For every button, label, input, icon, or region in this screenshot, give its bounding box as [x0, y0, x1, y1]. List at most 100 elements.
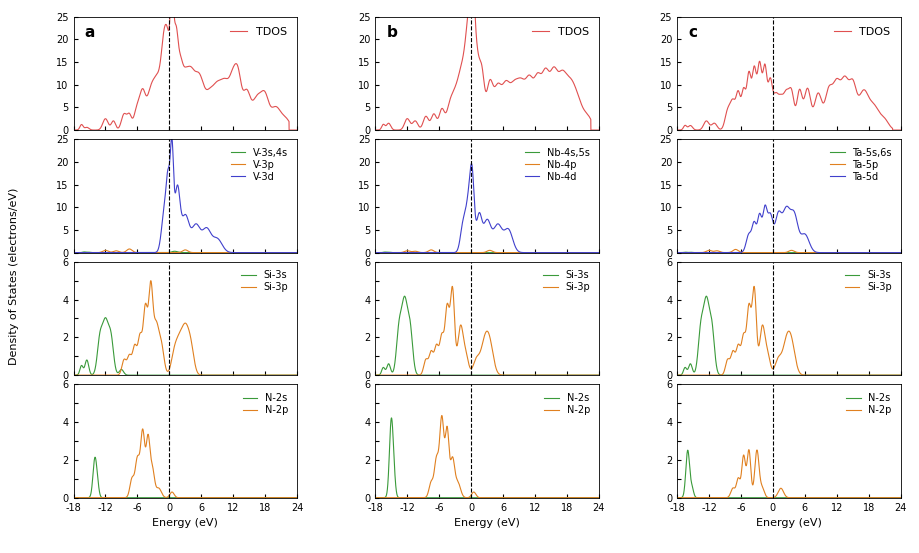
Line: Si-3s: Si-3s	[677, 296, 901, 375]
Ta-5d	[672, 249, 683, 256]
TDOS	[672, 127, 683, 133]
Si-3p	[145, 278, 156, 284]
TDOS	[79, 124, 90, 131]
N-2p	[244, 494, 255, 501]
N-2s	[847, 494, 858, 501]
Ta-5s,6s	[847, 249, 858, 256]
V-3p	[285, 249, 296, 256]
Si-3s	[895, 372, 906, 378]
Si-3p	[587, 372, 598, 378]
N-2s	[386, 415, 397, 421]
Si-3p	[847, 372, 858, 378]
Ta-5s,6s	[672, 249, 683, 256]
Ta-5p	[731, 246, 742, 253]
N-2s	[682, 447, 693, 453]
Ta-5d	[889, 249, 900, 256]
Line: N-2s: N-2s	[375, 418, 599, 498]
Line: Si-3p: Si-3p	[677, 286, 901, 375]
N-2p	[137, 426, 148, 432]
Nb-4s,5s	[587, 249, 598, 256]
N-2s	[780, 494, 791, 501]
TDOS	[171, 23, 182, 30]
Ta-5s,6s	[680, 249, 691, 255]
V-3s,4s	[176, 249, 187, 256]
Si-3s	[587, 372, 598, 378]
Line: TDOS: TDOS	[74, 0, 297, 130]
V-3s,4s	[68, 249, 79, 256]
Legend: Ta-5s,6s, Ta-5p, Ta-5d: Ta-5s,6s, Ta-5p, Ta-5d	[826, 144, 896, 186]
Ta-5p	[780, 249, 791, 255]
Si-3s	[285, 372, 296, 378]
TDOS	[594, 127, 605, 133]
Line: Ta-5p: Ta-5p	[677, 249, 901, 253]
Ta-5d	[895, 249, 906, 256]
Si-3s	[244, 372, 255, 378]
Line: Nb-4p: Nb-4p	[375, 250, 599, 253]
Nb-4d	[594, 249, 605, 256]
Line: N-2s: N-2s	[677, 450, 901, 498]
Legend: Si-3s, Si-3p: Si-3s, Si-3p	[237, 267, 292, 296]
N-2s	[381, 491, 392, 497]
Text: Density of States (electrons/eV): Density of States (electrons/eV)	[9, 188, 19, 365]
Nb-4d	[587, 249, 598, 256]
Ta-5s,6s	[683, 249, 694, 255]
Nb-4p	[369, 249, 380, 256]
Legend: TDOS: TDOS	[830, 22, 895, 41]
X-axis label: Energy (eV): Energy (eV)	[454, 518, 520, 528]
Ta-5p	[672, 249, 683, 256]
Nb-4p	[546, 249, 557, 256]
Si-3p	[546, 372, 557, 378]
Nb-4p	[479, 249, 490, 255]
Ta-5d	[780, 204, 791, 210]
Si-3s	[399, 293, 410, 300]
Ta-5p	[889, 249, 900, 256]
Legend: N-2s, N-2p: N-2s, N-2p	[842, 389, 896, 419]
V-3p	[244, 249, 255, 256]
Si-3p	[683, 372, 694, 378]
N-2p	[895, 494, 906, 501]
Text: c: c	[688, 25, 698, 40]
N-2s	[68, 494, 79, 501]
Si-3s	[285, 372, 296, 378]
N-2p	[847, 494, 858, 501]
Si-3s	[291, 372, 302, 378]
Line: Si-3p: Si-3p	[74, 281, 297, 375]
TDOS	[775, 91, 786, 97]
N-2p	[743, 446, 754, 453]
Legend: TDOS: TDOS	[528, 22, 594, 41]
N-2p	[437, 412, 448, 419]
N-2s	[587, 494, 598, 501]
N-2p	[546, 494, 557, 501]
TDOS	[895, 127, 906, 133]
N-2p	[889, 494, 900, 501]
N-2p	[285, 494, 296, 501]
N-2s	[176, 494, 187, 501]
Legend: V-3s,4s, V-3p, V-3d: V-3s,4s, V-3p, V-3d	[227, 144, 292, 186]
N-2p	[587, 494, 598, 501]
N-2s	[546, 494, 557, 501]
Si-3p	[244, 372, 255, 378]
Si-3s	[171, 372, 182, 378]
Si-3s	[479, 372, 490, 378]
N-2s	[889, 494, 900, 501]
V-3s,4s	[285, 249, 296, 256]
Line: V-3d: V-3d	[74, 137, 297, 253]
N-2p	[587, 494, 598, 501]
Nb-4s,5s	[594, 249, 605, 256]
Nb-4d	[466, 160, 477, 167]
V-3p	[291, 249, 302, 256]
TDOS	[847, 77, 858, 84]
Si-3s	[701, 293, 712, 300]
TDOS	[472, 50, 483, 56]
Nb-4d	[479, 220, 490, 227]
Si-3s	[847, 372, 858, 378]
V-3d	[171, 185, 182, 192]
Ta-5s,6s	[780, 249, 791, 256]
V-3p	[285, 249, 296, 256]
Si-3s	[889, 372, 900, 378]
V-3s,4s	[79, 249, 90, 255]
Nb-4s,5s	[369, 249, 380, 256]
Si-3p	[895, 372, 906, 378]
Line: N-2p: N-2p	[375, 415, 599, 498]
Si-3s	[369, 372, 380, 378]
